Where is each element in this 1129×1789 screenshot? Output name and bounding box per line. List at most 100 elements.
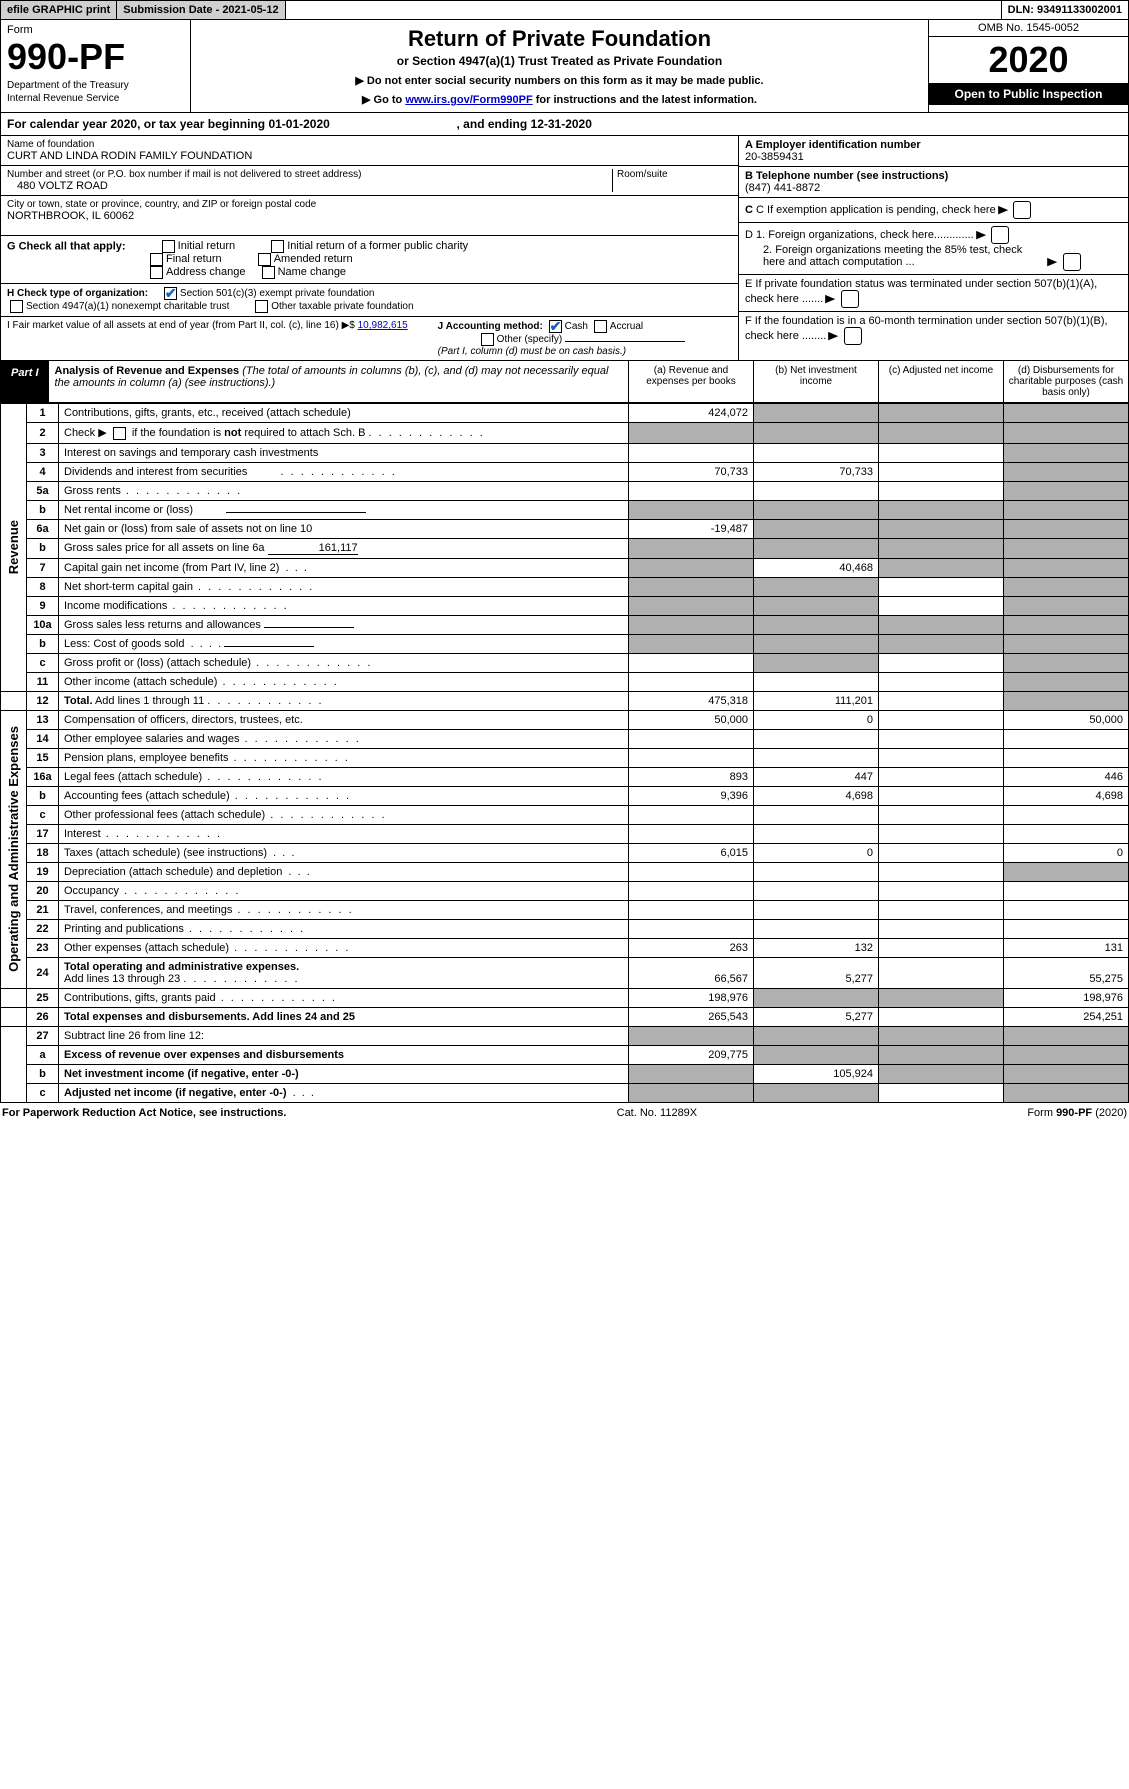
- irs-link[interactable]: www.irs.gov/Form990PF: [405, 94, 532, 106]
- table-row: cAdjusted net income (if negative, enter…: [1, 1083, 1129, 1102]
- table-row: 23Other expenses (attach schedule)263132…: [1, 938, 1129, 957]
- footer-right: Form 990-PF (2020): [1027, 1107, 1127, 1119]
- form-title: Return of Private Foundation: [201, 26, 918, 52]
- inst2-suffix: for instructions and the latest informat…: [533, 94, 757, 106]
- chk-final-return[interactable]: [150, 253, 163, 266]
- line-6b-num: b: [27, 538, 59, 558]
- line-10a-num: 10a: [27, 615, 59, 634]
- room-label: Room/suite: [612, 169, 732, 192]
- line-13-a: 50,000: [629, 710, 754, 729]
- chk-accrual[interactable]: [594, 320, 607, 333]
- table-row: 14Other employee salaries and wages: [1, 729, 1129, 748]
- j-label: J Accounting method:: [438, 321, 543, 332]
- line-27a-num: a: [27, 1045, 59, 1064]
- line-26-num: 26: [27, 1007, 59, 1026]
- chk-initial-former[interactable]: [271, 240, 284, 253]
- line-16a-d: 446: [1004, 767, 1129, 786]
- line-1-text: Contributions, gifts, grants, etc., rece…: [59, 404, 629, 423]
- fmv-value[interactable]: 10,982,615: [358, 320, 408, 331]
- opt-initial-former: Initial return of a former public charit…: [287, 240, 468, 252]
- d1-text: D 1. Foreign organizations, check here..…: [745, 229, 974, 241]
- line-5a-text: Gross rents: [59, 481, 629, 500]
- line-4-a: 70,733: [629, 462, 754, 481]
- tax-year: 2020: [929, 37, 1128, 83]
- chk-other-taxable[interactable]: [255, 300, 268, 313]
- chk-cash[interactable]: [549, 320, 562, 333]
- open-to-public: Open to Public Inspection: [929, 83, 1128, 105]
- submission-date: Submission Date - 2021-05-12: [117, 1, 285, 19]
- chk-amended[interactable]: [258, 253, 271, 266]
- tel-label: B Telephone number (see instructions): [745, 170, 948, 182]
- opt-accrual: Accrual: [610, 321, 643, 332]
- line-24-text: Total operating and administrative expen…: [59, 957, 629, 988]
- line-13-b: 0: [754, 710, 879, 729]
- line-23-d: 131: [1004, 938, 1129, 957]
- chk-4947[interactable]: [10, 300, 23, 313]
- line-12-b: 111,201: [754, 691, 879, 710]
- line-6a-text: Net gain or (loss) from sale of assets n…: [59, 519, 629, 538]
- chk-e[interactable]: [841, 290, 859, 308]
- form-word: Form: [7, 24, 184, 36]
- line-6b-text: Gross sales price for all assets on line…: [59, 538, 629, 558]
- chk-initial-return[interactable]: [162, 240, 175, 253]
- line-21-text: Travel, conferences, and meetings: [59, 900, 629, 919]
- line-10a-text: Gross sales less returns and allowances: [59, 615, 629, 634]
- line-20-text: Occupancy: [59, 881, 629, 900]
- line-19-text: Depreciation (attach schedule) and deple…: [59, 862, 629, 881]
- form-subtitle: or Section 4947(a)(1) Trust Treated as P…: [201, 54, 918, 68]
- table-row: cGross profit or (loss) (attach schedule…: [1, 653, 1129, 672]
- line-13-d: 50,000: [1004, 710, 1129, 729]
- opt-final-return: Final return: [166, 253, 222, 265]
- table-row: 22Printing and publications: [1, 919, 1129, 938]
- line-2-num: 2: [27, 423, 59, 444]
- line-13-text: Compensation of officers, directors, tru…: [59, 710, 629, 729]
- instruction-1: ▶ Do not enter social security numbers o…: [201, 74, 918, 87]
- line-16c-text: Other professional fees (attach schedule…: [59, 805, 629, 824]
- line-25-text: Contributions, gifts, grants paid: [59, 988, 629, 1007]
- chk-d2[interactable]: [1063, 253, 1081, 271]
- line-15-text: Pension plans, employee benefits: [59, 748, 629, 767]
- line-24-b: 5,277: [754, 957, 879, 988]
- line-14-num: 14: [27, 729, 59, 748]
- line-10b-num: b: [27, 634, 59, 653]
- chk-501c3[interactable]: [164, 287, 177, 300]
- chk-schb[interactable]: [113, 427, 126, 440]
- opt-other-method: Other (specify): [497, 334, 563, 345]
- table-row: 26Total expenses and disbursements. Add …: [1, 1007, 1129, 1026]
- instruction-2: ▶ Go to www.irs.gov/Form990PF for instru…: [201, 93, 918, 106]
- efile-print-button[interactable]: efile GRAPHIC print: [1, 1, 117, 19]
- line-10c-num: c: [27, 653, 59, 672]
- chk-other-method[interactable]: [481, 333, 494, 346]
- c-text: C If exemption application is pending, c…: [756, 204, 996, 216]
- address-label: Number and street (or P.O. box number if…: [7, 169, 612, 180]
- line-9-text: Income modifications: [59, 596, 629, 615]
- line-3-num: 3: [27, 443, 59, 462]
- spacer: [286, 1, 1001, 19]
- f-text: F If the foundation is in a 60-month ter…: [745, 315, 1108, 342]
- chk-d1[interactable]: [991, 226, 1009, 244]
- line-25-num: 25: [27, 988, 59, 1007]
- dept-treasury: Department of the Treasury: [7, 80, 184, 91]
- chk-f[interactable]: [844, 327, 862, 345]
- opt-address-change: Address change: [166, 266, 246, 278]
- cal-end: , and ending 12-31-2020: [457, 117, 592, 131]
- table-row: 15Pension plans, employee benefits: [1, 748, 1129, 767]
- line-27-text: Subtract line 26 from line 12:: [59, 1026, 629, 1045]
- line-3-text: Interest on savings and temporary cash i…: [59, 443, 629, 462]
- chk-address-change[interactable]: [150, 266, 163, 279]
- ein: 20-3859431: [745, 151, 804, 163]
- line-24-num: 24: [27, 957, 59, 988]
- line-6a-a: -19,487: [629, 519, 754, 538]
- line-2-text: Check ▶ if the foundation is not require…: [59, 423, 629, 444]
- line-18-d: 0: [1004, 843, 1129, 862]
- part1-label: Part I: [1, 361, 49, 402]
- chk-c[interactable]: [1013, 201, 1031, 219]
- line-27b-text: Net investment income (if negative, ente…: [59, 1064, 629, 1083]
- line-7-num: 7: [27, 558, 59, 577]
- inst2-prefix: ▶ Go to: [362, 94, 405, 106]
- line-12-text: Total. Add lines 1 through 11: [59, 691, 629, 710]
- table-row: 7Capital gain net income (from Part IV, …: [1, 558, 1129, 577]
- col-b-header: (b) Net investment income: [753, 361, 878, 402]
- top-bar: efile GRAPHIC print Submission Date - 20…: [0, 0, 1129, 20]
- chk-name-change[interactable]: [262, 266, 275, 279]
